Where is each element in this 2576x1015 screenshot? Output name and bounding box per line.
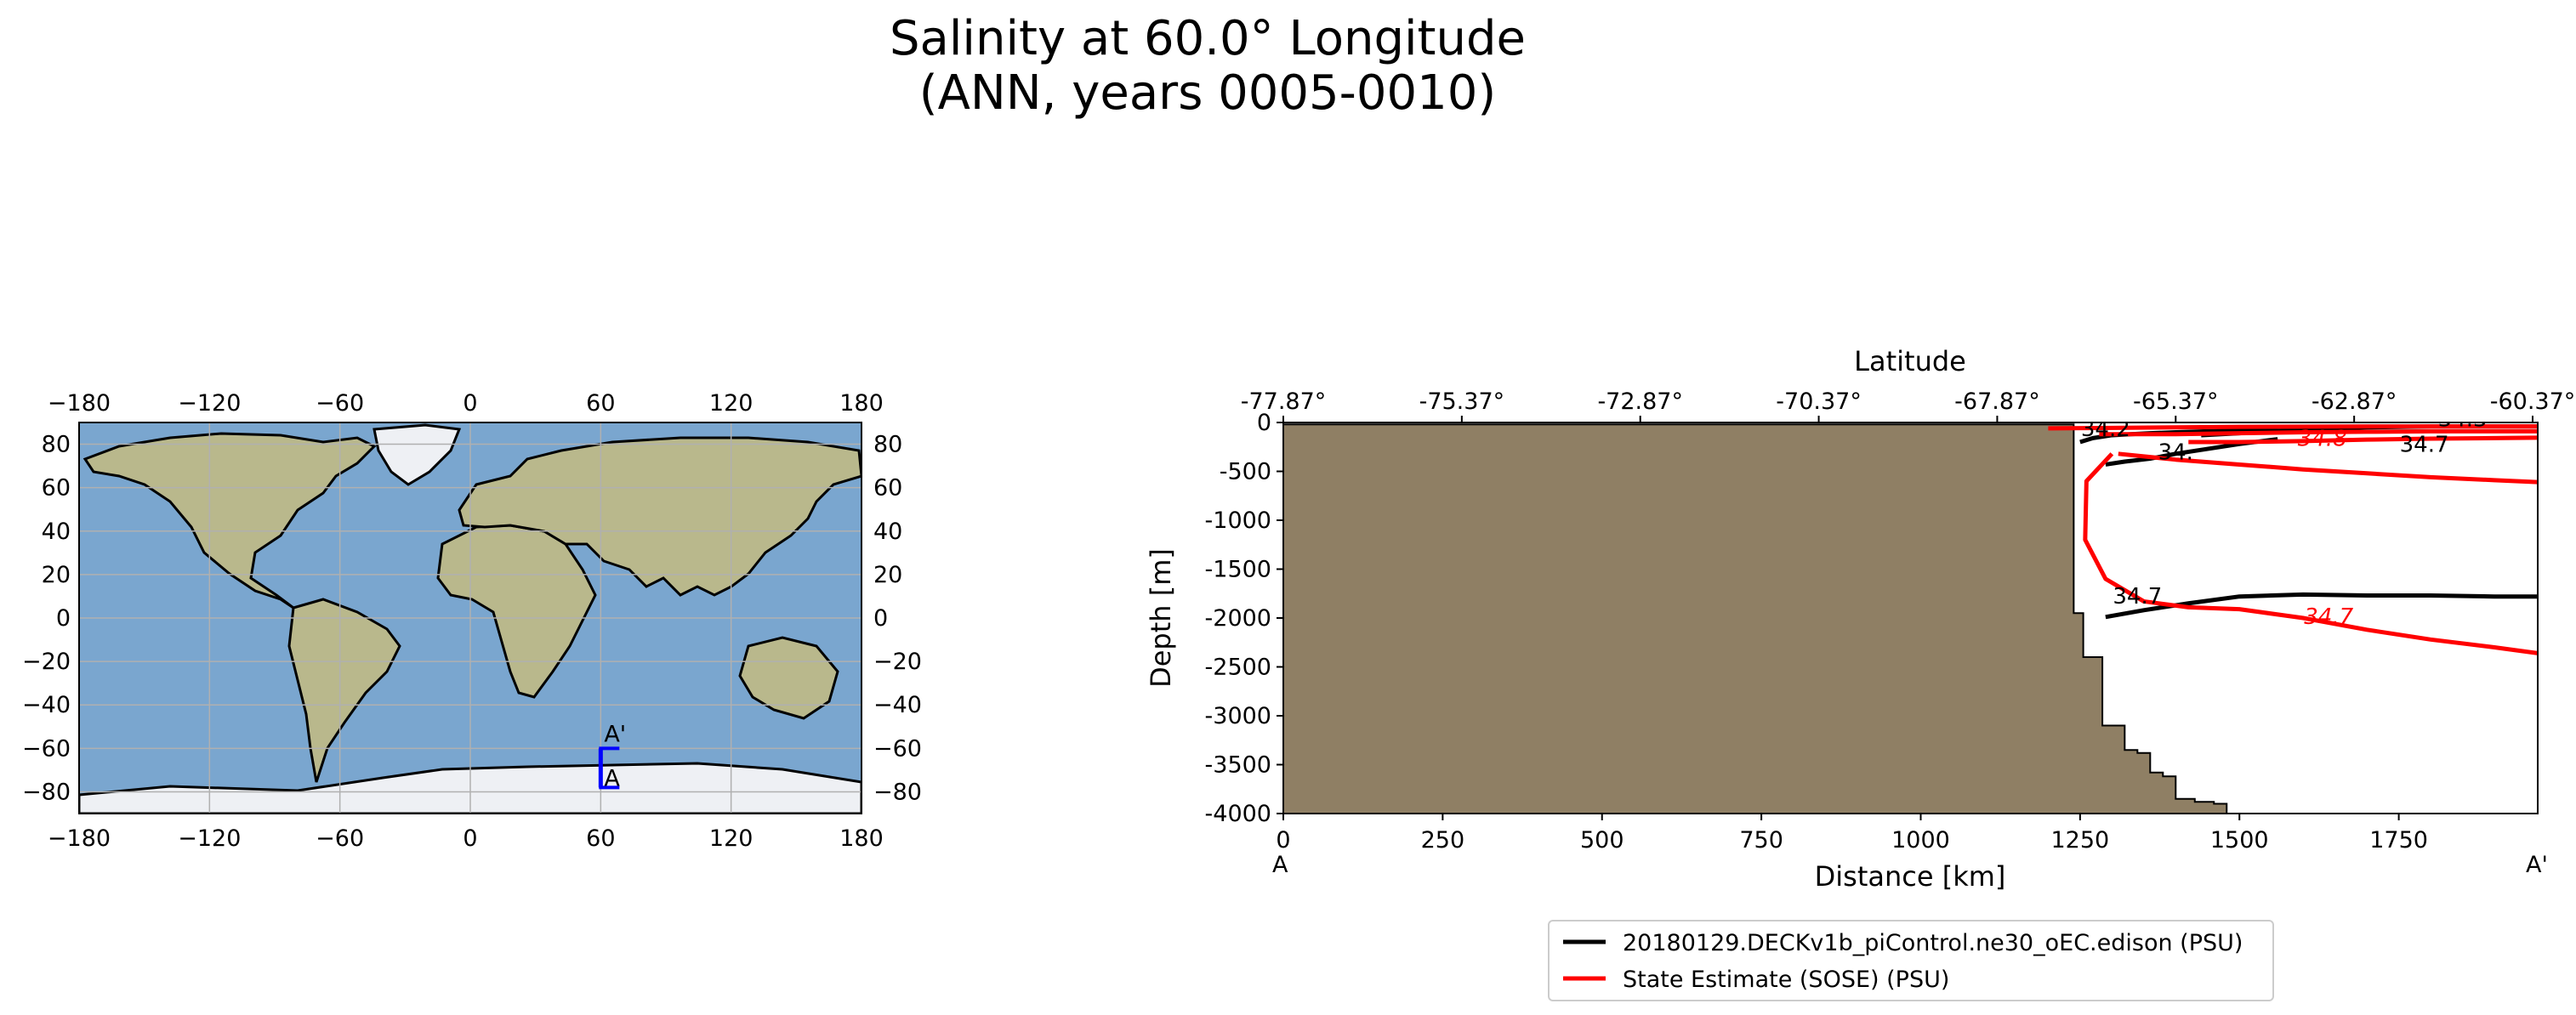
sose-contour-34-8 [2188, 435, 2538, 445]
legend: 20180129.DECKv1b_piControl.ne30_oEC.edis… [1548, 920, 2274, 1001]
map-lat-tick-left: −40 [22, 692, 71, 718]
top-tick-label: -60.37° [2490, 388, 2576, 415]
map-lon-tick-top: 60 [586, 390, 615, 417]
map-tick-labels: −180 −180 −120 −120 −60 −60 0 0 60 60 120 120 180 180… [22, 390, 922, 852]
map-lat-tick-left: −60 [22, 735, 71, 762]
legend-label-model: 20180129.DECKv1b_piControl.ne30_oEC.edis… [1623, 930, 2243, 956]
section-start-label: A [1272, 852, 1288, 878]
legend-label-obs: State Estimate (SOSE) (PSU) [1623, 967, 1949, 993]
top-tick-label: -72.87° [1597, 388, 1683, 415]
contour-label: 34.7 [2113, 584, 2162, 610]
map-lat-tick-right: −20 [873, 649, 922, 675]
x-tick-label: 1250 [2051, 827, 2110, 853]
y-axis-label: Depth [m] [1145, 548, 1177, 688]
x-tick-label: 0 [1276, 827, 1290, 853]
contour-label: 34.7 [2304, 604, 2353, 630]
map-lat-tick-right: 80 [873, 432, 902, 458]
bathymetry-land-fill [1283, 423, 2538, 814]
sose-contour-34-6 [2099, 428, 2538, 437]
y-tick-label: -2500 [1205, 655, 1271, 681]
map-lon-tick-bottom: 60 [586, 825, 615, 852]
top-tick-label: -70.37° [1776, 388, 1862, 415]
x-tick-label: 750 [1739, 827, 1783, 853]
sose-contour-34-7 [2083, 452, 2538, 655]
map-land-eurasia [458, 436, 862, 597]
sose-contour-34-5 [2048, 424, 2538, 431]
figure-title-line-1: Salinity at 60.0° Longitude [890, 11, 1526, 66]
map-lat-tick-right: −60 [873, 735, 922, 762]
map-lon-tick-bottom: −60 [316, 825, 364, 852]
y-tick-label: -2000 [1205, 605, 1271, 632]
map-lon-tick-bottom: 0 [463, 825, 477, 852]
map-lon-tick-top: −120 [178, 390, 241, 417]
y-tick-label: -1000 [1205, 508, 1271, 534]
map-lon-tick-top: 0 [463, 390, 477, 417]
map-lat-tick-left: 40 [42, 519, 71, 545]
contour-labels: 34.7 34.7 34.7 34.2 34. 34.8 34.3 [2081, 407, 2488, 630]
map-lat-tick-left: 80 [42, 432, 71, 458]
map-lat-tick-right: 20 [873, 562, 902, 588]
map-lat-tick-left: −80 [22, 779, 71, 805]
map-land-greenland [372, 423, 462, 486]
top-tick-label: -75.37° [1419, 388, 1505, 415]
contour-label: 34.3 [2438, 407, 2488, 433]
contour-label: 34. [2158, 440, 2193, 466]
map-lat-tick-right: 40 [873, 519, 902, 545]
sose-contour-34-7 [2118, 451, 2538, 485]
legend-box [1548, 920, 2274, 1001]
transect-end-label: A' [604, 721, 626, 747]
x-tick-label: 1500 [2210, 827, 2269, 853]
map-lat-tick-left: −20 [22, 649, 71, 675]
map-lat-tick-left: 60 [42, 475, 71, 502]
world-map-panel: −180 −180 −120 −120 −60 −60 0 0 60 60 120 120 180 180… [22, 390, 922, 852]
contour-label: 34.8 [2298, 427, 2347, 452]
map-lat-tick-left: 0 [56, 605, 71, 632]
map-lat-tick-right: −80 [873, 779, 922, 805]
y-tick-label: -1500 [1205, 557, 1271, 583]
top-axis-label: Latitude [1854, 345, 1966, 377]
top-tick-label: -62.87° [2312, 388, 2397, 415]
top-tick-label: -77.87° [1241, 388, 1327, 415]
model-contour-34-7 [2105, 592, 2538, 620]
map-land [79, 423, 862, 814]
top-tick-label: -65.37° [2133, 388, 2219, 415]
x-axis-label: Distance [km] [1815, 860, 2006, 893]
figure-title-line-2: (ANN, years 0005-0010) [919, 65, 1497, 121]
map-frame [78, 422, 862, 814]
map-lon-tick-bottom: 120 [709, 825, 753, 852]
contour-label: 34.2 [2081, 417, 2130, 442]
map-lat-tick-right: −40 [873, 692, 922, 718]
top-tick-label: -67.87° [1954, 388, 2040, 415]
map-lon-tick-top: 180 [839, 390, 884, 417]
map-lat-tick-right: 60 [873, 475, 902, 502]
contour-label: 34.7 [2400, 433, 2449, 458]
x-tick-label: 1000 [1891, 827, 1950, 853]
map-lon-tick-top: 120 [709, 390, 753, 417]
map-land-australia [738, 636, 839, 720]
y-tick-label: -500 [1220, 459, 1271, 485]
y-tick-label: -3500 [1205, 752, 1271, 779]
y-tick-label: -4000 [1205, 801, 1271, 827]
x-tick-label: 250 [1421, 827, 1465, 853]
map-lon-tick-bottom: −180 [48, 825, 111, 852]
y-tick-label: 0 [1257, 410, 1271, 436]
map-lat-tick-left: 20 [42, 562, 71, 588]
vertical-section-panel: 34.7 34.7 34.7 34.2 34. 34.8 34.3 0 250 500 750 10… [1145, 345, 2575, 893]
map-land-north-america [82, 432, 377, 610]
map-lon-tick-bottom: 180 [839, 825, 884, 852]
map-lon-tick-top: −60 [316, 390, 364, 417]
y-tick-label: -3000 [1205, 703, 1271, 729]
x-tick-label: 1750 [2369, 827, 2428, 853]
x-tick-label: 500 [1580, 827, 1624, 853]
section-ticks: 0 250 500 750 1000 1250 1500 1750 0 -500 -1000 -150… [1205, 388, 2576, 853]
map-lat-tick-right: 0 [873, 605, 888, 632]
map-lon-tick-top: −180 [48, 390, 111, 417]
map-lon-tick-bottom: −120 [178, 825, 241, 852]
section-end-label: A' [2526, 852, 2548, 878]
contour-lines [2048, 424, 2538, 655]
transect-start-label: A [604, 765, 620, 791]
